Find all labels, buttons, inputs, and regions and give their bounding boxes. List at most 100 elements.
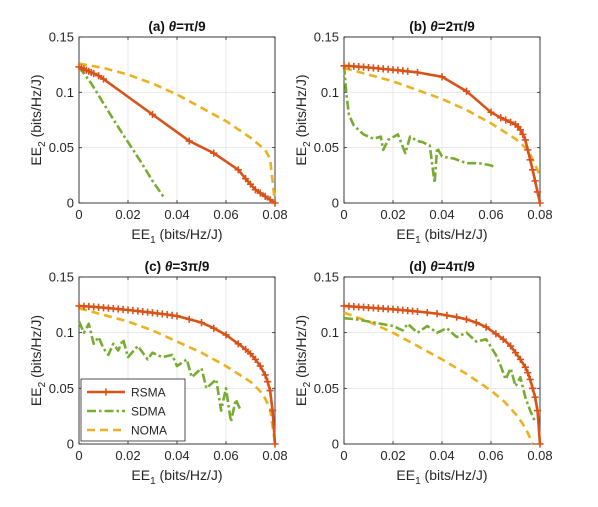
series-rsma-marker <box>197 319 206 327</box>
series-rsma-marker <box>266 386 274 395</box>
y-axis-label: EE2 (bits/Hz/J) <box>28 315 48 406</box>
series-sdma-line <box>77 66 166 200</box>
series-rsma-marker <box>210 324 218 332</box>
series-rsma-marker <box>516 126 524 134</box>
y-tick-label: 0.1 <box>321 85 339 100</box>
legend-label-noma: NOMA <box>131 424 167 438</box>
y-tick-label: 0.1 <box>56 325 74 340</box>
panel-title: (c) θ=3π/9 <box>145 259 210 274</box>
series-rsma-marker <box>90 69 98 78</box>
panel-title: (d) θ=4π/9 <box>409 259 475 274</box>
x-tick-label: 0.08 <box>262 448 287 463</box>
x-tick-label: 0.04 <box>164 207 189 222</box>
series-rsma-marker <box>524 369 532 377</box>
y-tick-label: 0.05 <box>49 140 74 155</box>
legend: RSMA SDMA NOMA <box>80 378 186 442</box>
series-rsma-marker <box>443 311 451 320</box>
y-axis-label: EE2 (bits/Hz/J) <box>293 74 313 165</box>
x-tick-label: 0.08 <box>527 448 552 463</box>
series-sdma-line <box>77 320 242 424</box>
x-tick-label: 0 <box>340 207 347 222</box>
y-tick-label: 0 <box>332 196 339 211</box>
series-rsma-marker <box>507 118 515 126</box>
series-rsma-marker <box>251 186 259 194</box>
panel-title: (b) θ=2π/9 <box>409 19 475 34</box>
series-rsma-marker <box>487 108 495 116</box>
series-rsma-marker <box>234 340 242 348</box>
series-rsma-marker <box>533 407 542 415</box>
y-tick-label: 0.05 <box>314 140 339 155</box>
panel-b: 0 0.02 0.04 0.06 0.08 0 0.05 0.1 0.15 (b) θ=2π/9 E… <box>293 19 553 246</box>
series-rsma-marker <box>413 307 422 316</box>
x-axis-label: EE1 (bits/Hz/J) <box>131 226 222 246</box>
series-rsma-marker <box>516 355 524 363</box>
series-noma-line <box>78 306 277 445</box>
x-axis-label: EE1 (bits/Hz/J) <box>396 467 487 487</box>
series-rsma-marker <box>529 166 537 174</box>
series-rsma-marker <box>242 175 250 183</box>
series-rsma-marker <box>502 116 510 124</box>
series-rsma-marker <box>413 68 422 77</box>
series-rsma-marker <box>492 330 500 338</box>
x-tick-label: 0.04 <box>164 448 189 463</box>
series-rsma-marker <box>533 188 542 196</box>
series-rsma-marker <box>264 378 272 386</box>
y-tick-label: 0.05 <box>314 381 339 396</box>
series-rsma-marker <box>271 440 279 448</box>
y-tick-label: 0.15 <box>314 30 339 45</box>
legend-label-sdma: SDMA <box>131 405 166 419</box>
x-tick-label: 0.08 <box>262 207 287 222</box>
series-rsma-marker <box>524 146 532 154</box>
series-rsma-marker <box>462 315 471 323</box>
y-tick-label: 0 <box>67 196 74 211</box>
panel-title: (a) θ=π/9 <box>148 19 205 34</box>
series-rsma-marker <box>261 371 269 379</box>
series-rsma-marker <box>507 342 515 350</box>
y-tick-label: 0.05 <box>49 381 74 396</box>
y-tick-label: 0.15 <box>49 270 74 285</box>
x-tick-label: 0 <box>75 207 82 222</box>
legend-marker-rsma <box>102 388 110 396</box>
series-rsma-marker <box>271 199 279 207</box>
series-noma-line <box>343 311 534 445</box>
panel-a: 0 0.02 0.04 0.06 0.08 0 0.05 0.1 0.15 (a) θ=π/9 EE… <box>28 19 288 246</box>
x-tick-label: 0.04 <box>429 448 454 463</box>
series-rsma-marker <box>519 130 527 138</box>
y-axis-label: EE2 (bits/Hz/J) <box>28 74 48 165</box>
series-rsma-marker <box>404 67 412 75</box>
y-tick-label: 0 <box>332 437 339 452</box>
x-tick-label: 0 <box>340 448 347 463</box>
series-rsma-marker <box>256 189 264 197</box>
x-tick-label: 0.04 <box>429 207 454 222</box>
y-tick-label: 0.1 <box>56 85 74 100</box>
x-tick-label: 0.02 <box>380 207 405 222</box>
series-rsma-marker <box>536 440 544 448</box>
series-rsma-marker <box>423 309 431 317</box>
series-rsma-marker <box>521 136 529 144</box>
x-tick-label: 0.02 <box>115 207 140 222</box>
series-rsma-marker <box>536 199 544 207</box>
series-noma-line <box>78 62 277 204</box>
series-rsma-marker <box>482 323 490 331</box>
series-rsma-marker <box>529 384 537 392</box>
series-rsma-marker <box>242 345 250 353</box>
series-rsma-marker <box>256 362 264 370</box>
series-rsma-marker <box>438 73 446 81</box>
series-rsma-marker <box>210 149 218 157</box>
x-tick-label: 0.06 <box>213 448 238 463</box>
x-tick-label: 0 <box>75 448 82 463</box>
series-rsma-marker <box>173 312 181 320</box>
series-rsma-marker <box>246 350 255 358</box>
series-rsma-marker <box>521 363 529 371</box>
panel-d: 0 0.02 0.04 0.06 0.08 0 0.05 0.1 0.15 (d) θ=4π/9 E… <box>293 259 553 487</box>
series-rsma-marker <box>266 196 274 204</box>
x-tick-label: 0.02 <box>380 448 405 463</box>
series-rsma-marker <box>526 156 534 164</box>
y-tick-label: 0.15 <box>314 270 339 285</box>
series-rsma-marker <box>531 393 539 401</box>
legend-box <box>80 378 186 442</box>
y-axis-label: EE2 (bits/Hz/J) <box>293 315 313 406</box>
series-rsma-marker <box>433 310 441 318</box>
y-tick-label: 0.15 <box>49 30 74 45</box>
